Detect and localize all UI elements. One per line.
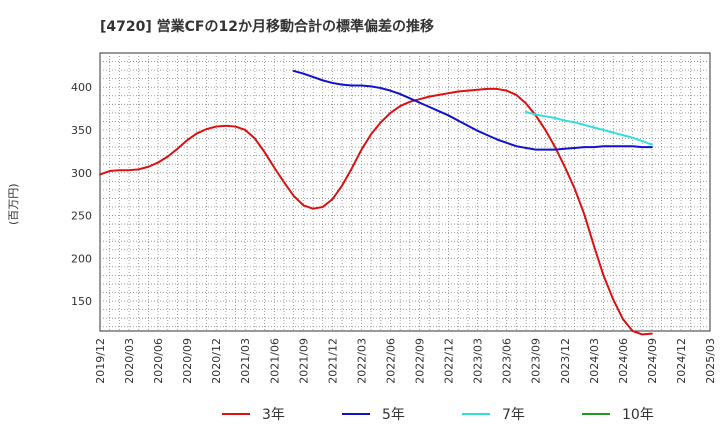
- y-tick-label: 350: [71, 124, 92, 137]
- series-line-3年: [99, 87, 653, 336]
- legend-label-7年: 7年: [502, 407, 525, 423]
- x-tick-label: 2021/03: [239, 338, 252, 384]
- x-tick-label: 2022/03: [355, 338, 368, 384]
- series-line-7年: [525, 111, 653, 146]
- x-tick-label: 2021/12: [326, 338, 339, 384]
- x-tick-label: 2024/12: [675, 338, 688, 384]
- y-tick-label: 150: [71, 295, 92, 308]
- x-tick-label: 2023/06: [501, 338, 514, 384]
- plot-area: [99, 52, 711, 332]
- y-tick-label: 250: [71, 210, 92, 223]
- legend-label-10年: 10年: [622, 407, 654, 423]
- x-tick-label: 2024/06: [617, 338, 630, 384]
- x-tick-label: 2025/03: [704, 338, 717, 384]
- x-axis-tick-labels: 2019/12 2020/03 2020/06 2020/09 2020/12 2021/…: [94, 338, 717, 384]
- series-layer: [99, 69, 653, 336]
- x-tick-label: 2023/03: [472, 338, 485, 384]
- x-tick-label: 2019/12: [94, 338, 107, 384]
- x-tick-label: 2020/12: [210, 338, 223, 384]
- y-tick-label: 300: [71, 167, 92, 180]
- x-tick-label: 2020/06: [152, 338, 165, 384]
- x-tick-label: 2021/09: [297, 338, 310, 384]
- series-line-5年: [292, 69, 653, 151]
- x-tick-label: 2023/09: [530, 338, 543, 384]
- y-axis-tick-labels: 150 200 250 300 350 400: [71, 81, 92, 308]
- y-tick-label: 200: [71, 252, 92, 265]
- x-tick-label: 2023/12: [559, 338, 572, 384]
- legend-label-5年: 5年: [382, 407, 405, 423]
- grid-lines: [100, 53, 710, 331]
- chart-title: [4720] 営業CFの12か月移動合計の標準偏差の推移: [100, 19, 434, 35]
- x-tick-label: 2022/12: [443, 338, 456, 384]
- x-tick-label: 2021/06: [268, 338, 281, 384]
- x-tick-label: 2024/09: [646, 338, 659, 384]
- x-tick-label: 2020/09: [181, 338, 194, 384]
- legend-label-3年: 3年: [262, 407, 285, 423]
- x-tick-label: 2020/03: [123, 338, 136, 384]
- x-tick-label: 2022/09: [414, 338, 427, 384]
- legend: 3年 5年 7年 10年: [222, 407, 654, 423]
- x-tick-label: 2022/06: [384, 338, 397, 384]
- y-tick-label: 400: [71, 81, 92, 94]
- x-tick-label: 2024/03: [588, 338, 601, 384]
